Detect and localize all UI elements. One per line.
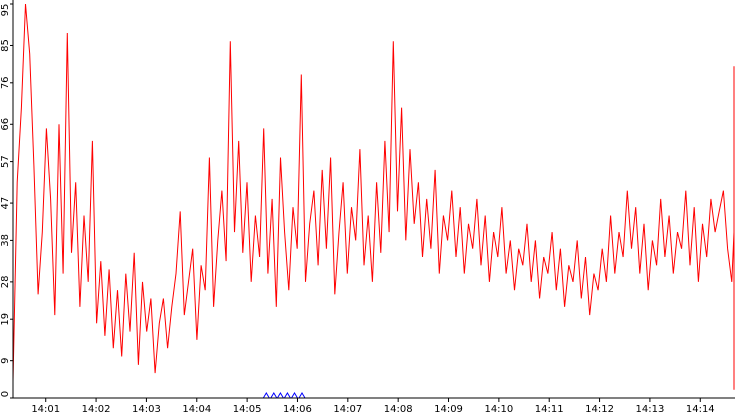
- x-tick-label: 14:14: [686, 404, 715, 415]
- y-tick-label: 19: [0, 313, 11, 326]
- event-marker: [298, 392, 306, 399]
- markers-layer: [262, 392, 306, 399]
- x-tick-label: 14:08: [384, 404, 413, 415]
- x-tick-label: 14:02: [82, 404, 111, 415]
- x-tick-label: 14:07: [333, 404, 362, 415]
- y-tick-label: 0: [0, 391, 11, 397]
- x-tick-label: 14:12: [585, 404, 614, 415]
- y-tick-label: 95: [0, 4, 11, 17]
- x-tick-label: 14:10: [484, 404, 513, 415]
- x-tick-label: 14:01: [31, 404, 60, 415]
- y-tick-label: 85: [0, 39, 11, 52]
- x-tick-label: 14:06: [283, 404, 312, 415]
- y-tick-label: 76: [0, 76, 11, 89]
- x-tick-label: 14:11: [535, 404, 564, 415]
- x-tick-label: 14:04: [182, 404, 211, 415]
- x-tick-label: 14:05: [233, 404, 262, 415]
- y-tick-label: 66: [0, 118, 11, 131]
- y-tick-label: 57: [0, 155, 11, 168]
- y-tick-label: 9: [0, 357, 11, 363]
- x-tick-label: 14:09: [434, 404, 463, 415]
- event-marker: [283, 392, 291, 399]
- y-tick-label: 38: [0, 234, 11, 247]
- event-marker: [270, 392, 278, 399]
- y-tick-label: 28: [0, 276, 11, 289]
- event-marker: [262, 392, 270, 399]
- x-tick-label: 14:13: [636, 404, 665, 415]
- event-marker: [291, 392, 298, 399]
- series-line: [12, 3, 735, 390]
- y-tick-label: 47: [0, 197, 11, 210]
- x-tick-label: 14:03: [132, 404, 161, 415]
- event-marker: [276, 392, 284, 399]
- series-layer: [12, 3, 735, 390]
